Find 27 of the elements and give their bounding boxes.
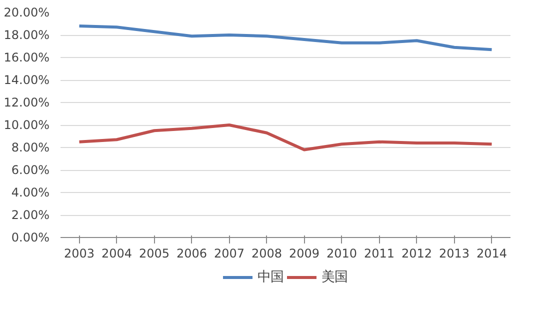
y-tick-label: 18.00% [4,28,50,42]
x-tick-label: 2013 [438,246,470,260]
line-series [78,124,494,152]
x-tick-label: 2008 [251,246,282,260]
y-tick-label: 14.00% [4,73,50,87]
x-tick-label: 2011 [364,246,395,260]
y-tick-label: 4.00% [11,186,50,200]
legend-label: 美国 [322,268,348,286]
x-tick-label: 2004 [101,246,132,260]
y-tick-label: 8.00% [11,140,50,154]
x-tick-label: 2014 [476,246,508,260]
y-tick-label: 12.00% [4,96,50,110]
x-tick-label: 2006 [176,246,208,260]
y-tick-label: 6.00% [11,163,50,177]
legend-label: 中国 [258,268,284,286]
x-tick-label: 2009 [288,246,320,260]
x-tick-label: 2012 [401,246,432,260]
y-tick-label: 2.00% [11,208,50,222]
x-tick-label: 2010 [326,246,358,260]
x-tick-label: 2007 [214,246,245,260]
x-tick-label: 2003 [64,246,95,260]
line-series [78,24,494,52]
y-tick-label: 0.00% [11,230,50,244]
y-tick-label: 10.00% [4,118,50,132]
y-tick-label: 20.00% [4,6,50,20]
y-tick-label: 16.00% [4,50,50,64]
x-tick-label: 2005 [138,246,170,260]
